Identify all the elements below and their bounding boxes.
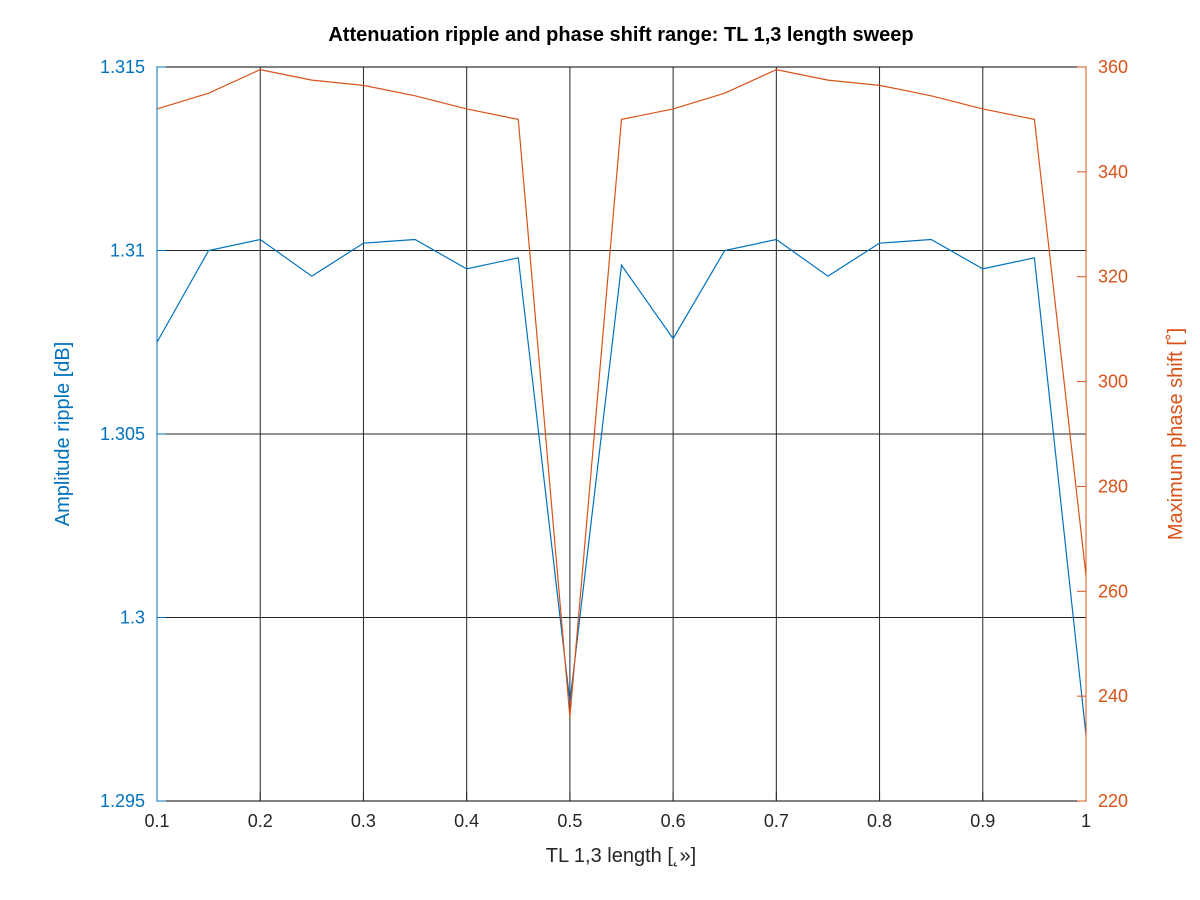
y-left-tick-label: 1.315 <box>100 57 145 77</box>
x-tick-label: 0.3 <box>351 811 376 831</box>
phase-shift-series-line <box>156 68 1087 718</box>
y-axis-label-right: Maximum phase shift [˚] <box>1165 328 1187 540</box>
x-axis-label: TL 1,3 length [˛»] <box>546 845 696 867</box>
x-tick-label: 0.2 <box>248 811 273 831</box>
x-tick-label: 1 <box>1081 811 1091 831</box>
y-left-tick-label: 1.3 <box>120 608 145 628</box>
x-tick-label: 0.5 <box>557 811 582 831</box>
y-right-tick-label: 260 <box>1098 581 1128 601</box>
x-tick-label: 0.1 <box>144 811 169 831</box>
series-lines <box>156 68 1087 736</box>
y-right-tick-label: 240 <box>1098 686 1128 706</box>
y-right-tick-label: 220 <box>1098 791 1128 811</box>
x-tick-label: 0.8 <box>867 811 892 831</box>
chart-title: Attenuation ripple and phase shift range… <box>328 24 913 46</box>
x-tick-label: 0.7 <box>764 811 789 831</box>
y-left-tick-label: 1.31 <box>110 241 145 261</box>
y-left-tick-label: 1.295 <box>100 791 145 811</box>
y-right-tick-label: 360 <box>1098 57 1128 77</box>
y-right-tick-label: 320 <box>1098 267 1128 287</box>
ticks: 0.1 0.2 0.3 0.4 0.5 0.6 0.7 0.8 0.9 1 1.295 1.3 1.30… <box>100 57 1128 831</box>
x-tick-label: 0.4 <box>454 811 479 831</box>
y-right-tick-label: 280 <box>1098 476 1128 496</box>
amplitude-ripple-series-line <box>156 238 1087 736</box>
y-right-tick-label: 300 <box>1098 372 1128 392</box>
y-right-tick-label: 340 <box>1098 162 1128 182</box>
y-left-tick-label: 1.305 <box>100 424 145 444</box>
y-axis-label-left: Amplitude ripple [dB] <box>52 342 74 527</box>
x-tick-label: 0.6 <box>661 811 686 831</box>
x-tick-label: 0.9 <box>970 811 995 831</box>
